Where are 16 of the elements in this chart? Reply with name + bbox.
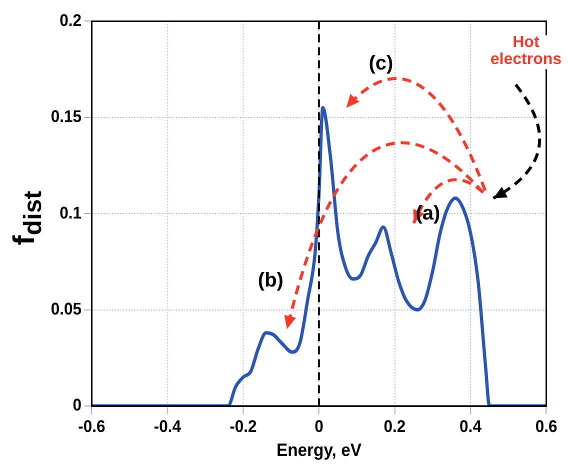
y-tick-label: 0 bbox=[72, 396, 82, 415]
annotation: Hot electrons bbox=[482, 34, 568, 69]
y-tick-label: 0.2 bbox=[60, 11, 82, 30]
annotation: (b) bbox=[258, 269, 284, 292]
x-tick-label: 0.4 bbox=[460, 417, 482, 436]
y-tick-label: 0.1 bbox=[60, 204, 82, 222]
y-tick-label: 0.05 bbox=[50, 300, 82, 319]
x-tick-label: -0.4 bbox=[154, 417, 182, 436]
x-axis-title: Energy, eV bbox=[276, 440, 362, 460]
x-tick-label: 0.2 bbox=[384, 417, 406, 436]
y-tick-label: 0.15 bbox=[50, 108, 82, 126]
x-tick-label: -0.2 bbox=[230, 417, 257, 436]
x-tick-label: -0.6 bbox=[78, 417, 106, 436]
annotation: (c) bbox=[368, 52, 394, 74]
x-tick-label: 0 bbox=[314, 417, 324, 436]
x-tick-label: 0.6 bbox=[535, 417, 558, 436]
